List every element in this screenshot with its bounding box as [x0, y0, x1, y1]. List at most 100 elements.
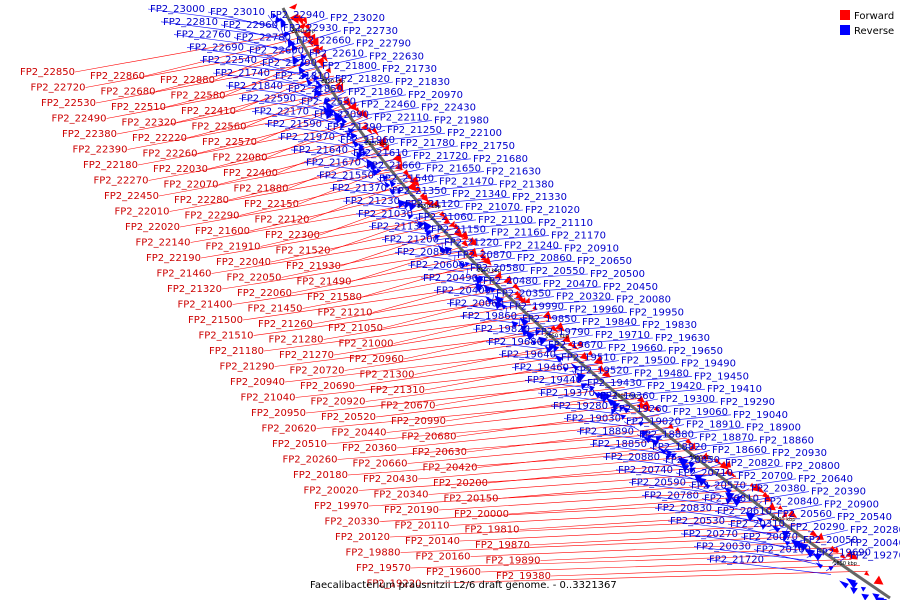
forward-connector-line — [354, 353, 586, 387]
reverse-gene-label: FP2_22790 — [356, 39, 411, 50]
forward-connector-line — [291, 254, 481, 294]
forward-gene-label: FP2_21880 — [234, 184, 289, 195]
reverse-gene-label: FP2_22940 — [270, 10, 325, 21]
reverse-connector-line — [410, 206, 464, 216]
forward-gene-label: FP2_20950 — [251, 408, 306, 419]
reverse-gene-label: FP2_19060 — [673, 407, 728, 418]
reverse-gene-label: FP2_22170 — [254, 106, 309, 117]
reverse-gene-label: FP2_20740 — [618, 465, 673, 476]
forward-gene-glyph — [767, 502, 776, 511]
reverse-gene-glyph — [638, 421, 644, 427]
forward-connector-line — [477, 443, 695, 468]
kbp-label: 1900 kbp — [772, 517, 796, 523]
forward-gene-label: FP2_22560 — [192, 122, 247, 133]
reverse-gene-label: FP2_21610 — [353, 148, 408, 159]
legend: Forward Reverse — [840, 10, 894, 37]
forward-connector-line — [190, 201, 431, 243]
reverse-gene-glyph — [489, 286, 497, 293]
forward-connector-line — [316, 398, 639, 429]
reverse-connector-line — [317, 81, 394, 96]
forward-gene-glyph — [366, 127, 373, 135]
forward-gene-glyph — [317, 45, 323, 51]
reverse-connector-line — [446, 303, 503, 311]
reverse-gene-glyph — [274, 16, 283, 24]
reverse-gene-label: FP2_21150 — [431, 225, 486, 236]
reverse-connector-line — [732, 491, 810, 504]
forward-gene-glyph — [360, 123, 368, 130]
forward-connector-line — [358, 466, 725, 491]
reverse-connector-line — [615, 469, 703, 481]
reverse-gene-label: FP2_21470 — [439, 176, 494, 187]
forward-gene-glyph — [587, 350, 593, 356]
forward-gene-label: FP2_20690 — [300, 381, 355, 392]
forward-gene-label: FP2_22260 — [143, 149, 198, 160]
forward-gene-glyph — [409, 176, 420, 187]
forward-gene-label: FP2_21520 — [276, 246, 331, 257]
forward-gene-glyph — [406, 174, 413, 181]
forward-connector-line — [200, 217, 446, 259]
reverse-connector-line — [688, 485, 725, 498]
forward-gene-label: FP2_22180 — [83, 160, 138, 171]
reverse-gene-label: FP2_19840 — [582, 317, 637, 328]
reverse-gene-label: FP2_22730 — [343, 26, 398, 37]
forward-gene-label: FP2_21450 — [248, 304, 303, 315]
reverse-gene-glyph — [300, 53, 307, 60]
reverse-gene-glyph — [358, 146, 365, 154]
reverse-gene-glyph — [647, 434, 654, 442]
reverse-gene-label: FP2_20780 — [644, 490, 699, 501]
forward-gene-label: FP2_19870 — [475, 540, 530, 551]
forward-gene-glyph — [749, 482, 755, 488]
reverse-gene-label: FP2_21370 — [332, 183, 387, 194]
forward-gene-glyph — [394, 162, 403, 171]
reverse-gene-label: FP2_19420 — [647, 381, 702, 392]
forward-gene-glyph — [354, 107, 360, 114]
forward-gene-glyph — [567, 341, 573, 347]
forward-connector-line — [137, 122, 367, 166]
reverse-gene-glyph — [351, 138, 359, 148]
reverse-gene-glyph — [531, 339, 537, 346]
reverse-gene-label: FP2_21330 — [512, 192, 567, 203]
forward-connector-line — [323, 303, 531, 340]
reverse-gene-glyph — [723, 487, 732, 495]
forward-gene-label: FP2_22290 — [185, 211, 240, 222]
forward-gene-glyph — [301, 16, 308, 25]
reverse-gene-label: FP2_20060 — [449, 298, 504, 309]
reverse-connector-line — [267, 14, 280, 32]
forward-gene-label: FP2_21930 — [286, 261, 341, 272]
forward-gene-label: FP2_20960 — [349, 354, 404, 365]
reverse-connector-line — [316, 175, 385, 185]
forward-gene-label: FP2_19970 — [314, 501, 369, 512]
kbp-label: 2200 kbp — [365, 141, 389, 147]
forward-gene-glyph — [688, 442, 696, 450]
reverse-gene-glyph — [389, 180, 396, 188]
forward-gene-label: FP2_20110 — [395, 521, 450, 532]
reverse-gene-label: FP2_20530 — [670, 516, 725, 527]
forward-connector-line — [74, 30, 307, 73]
forward-connector-line — [179, 185, 417, 228]
forward-connector-line — [330, 211, 441, 251]
reverse-gene-label: FP2_21730 — [382, 64, 437, 75]
forward-gene-label: FP2_22190 — [146, 253, 201, 264]
reverse-gene-glyph — [671, 453, 677, 460]
reverse-gene-glyph — [593, 391, 601, 399]
forward-connector-line — [211, 233, 461, 274]
forward-connector-line — [466, 426, 674, 453]
reverse-connector-line — [355, 213, 417, 222]
reverse-connector-line — [769, 516, 836, 531]
reverse-gene-label: FP2_21240 — [504, 240, 559, 251]
reverse-gene-label: FP2_19860 — [462, 311, 517, 322]
forward-gene-glyph — [320, 52, 328, 63]
reverse-connector-line — [220, 24, 285, 41]
reverse-gene-label: FP2_19850 — [522, 314, 577, 325]
reverse-connector-line — [550, 405, 620, 415]
reverse-gene-label: FP2_19460 — [514, 362, 569, 373]
reverse-connector-line — [654, 507, 756, 521]
reverse-gene-label: FP2_19690 — [816, 548, 871, 559]
reverse-connector-line — [505, 306, 508, 314]
forward-gene-label: FP2_21310 — [370, 385, 425, 396]
forward-connector-line — [274, 331, 561, 367]
reverse-gene-label: FP2_22100 — [447, 128, 502, 139]
forward-gene-label: FP2_21280 — [269, 335, 324, 346]
reverse-gene-label: FP2_22630 — [369, 51, 424, 62]
reverse-gene-label: FP2_20070 — [743, 532, 798, 543]
